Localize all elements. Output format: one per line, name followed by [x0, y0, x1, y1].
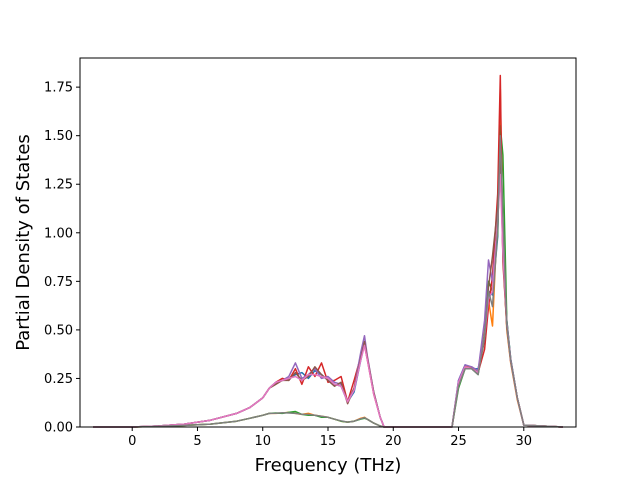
y-tick-label: 0.25	[44, 372, 73, 387]
y-tick-label: 0.50	[44, 323, 73, 338]
series-layer	[93, 74, 563, 428]
y-tick-label: 1.50	[44, 129, 73, 144]
plot-frame	[79, 57, 577, 428]
x-tick-label: 25	[450, 434, 467, 449]
x-tick-label: 5	[193, 434, 201, 449]
y-axis-ticks: 0.00 0.25 0.50 0.75 1.00 1.25 1.50 1.75	[44, 81, 80, 436]
x-tick-label: 10	[254, 434, 271, 449]
y-axis-label: Partial Density of States	[13, 134, 34, 351]
x-tick-label: 15	[320, 434, 337, 449]
y-tick-label: 0.75	[44, 275, 73, 290]
y-tick-label: 0.00	[44, 421, 73, 436]
series-line-8	[93, 134, 563, 428]
x-axis-label: Frequency (THz)	[255, 455, 402, 476]
y-tick-label: 1.00	[44, 226, 73, 241]
y-tick-label: 1.25	[44, 178, 73, 193]
x-tick-label: 20	[385, 434, 402, 449]
x-tick-label: 30	[516, 434, 533, 449]
x-axis-ticks: 0 5 10 15 20 25 30	[128, 427, 532, 449]
y-tick-label: 1.75	[44, 81, 73, 96]
x-tick-label: 0	[128, 434, 136, 449]
